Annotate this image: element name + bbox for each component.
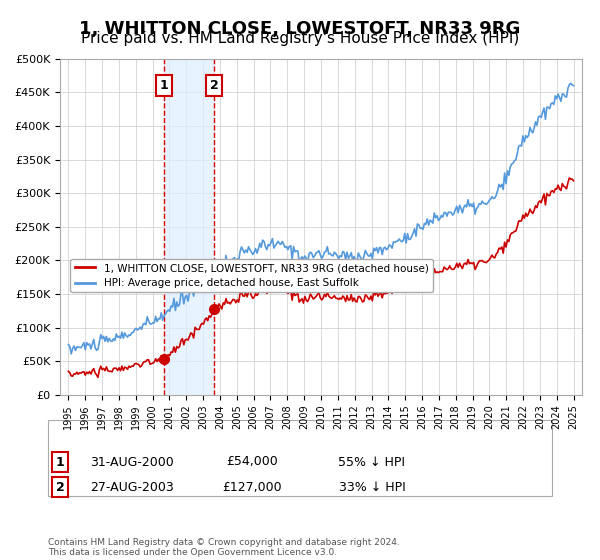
Text: 33% ↓ HPI: 33% ↓ HPI [338, 480, 406, 494]
Text: 2: 2 [210, 79, 219, 92]
Text: 55% ↓ HPI: 55% ↓ HPI [338, 455, 406, 469]
Text: 2: 2 [56, 480, 64, 494]
Bar [164, 59, 214, 395]
Text: Price paid vs. HM Land Registry's House Price Index (HPI): Price paid vs. HM Land Registry's House … [81, 31, 519, 46]
Text: 1, WHITTON CLOSE, LOWESTOFT, NR33 9RG: 1, WHITTON CLOSE, LOWESTOFT, NR33 9RG [79, 20, 521, 38]
Text: 1: 1 [160, 79, 168, 92]
Text: £127,000: £127,000 [222, 480, 282, 494]
Legend: 1, WHITTON CLOSE, LOWESTOFT, NR33 9RG (detached house), HPI: Average price, deta: 1, WHITTON CLOSE, LOWESTOFT, NR33 9RG (d… [70, 259, 433, 292]
Text: £54,000: £54,000 [226, 455, 278, 469]
Text: 1: 1 [56, 455, 64, 469]
Text: 31-AUG-2000: 31-AUG-2000 [90, 455, 174, 469]
Text: Contains HM Land Registry data © Crown copyright and database right 2024.
This d: Contains HM Land Registry data © Crown c… [48, 538, 400, 557]
Text: 27-AUG-2003: 27-AUG-2003 [90, 480, 174, 494]
